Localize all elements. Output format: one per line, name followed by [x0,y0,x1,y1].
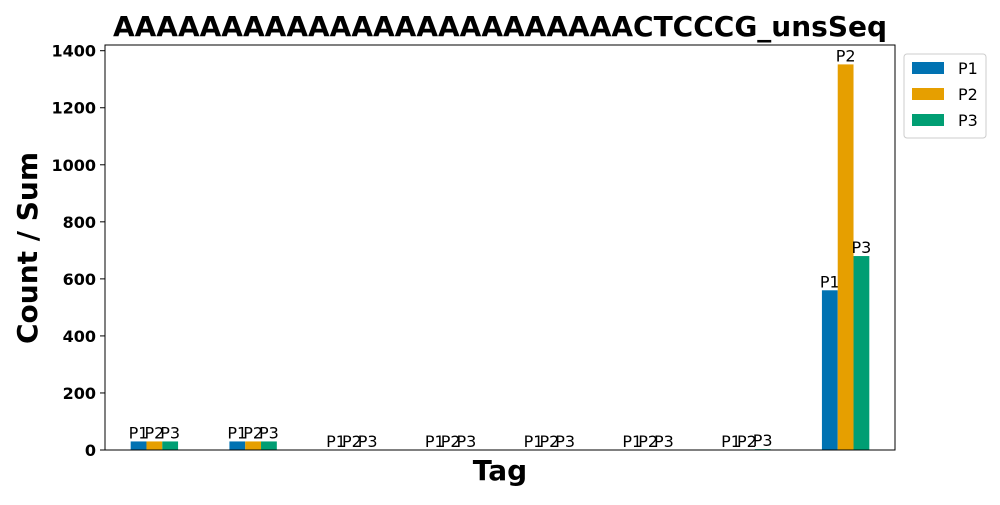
y-tick-label: 1200 [51,99,96,118]
bar-label-p1-2: P1 [227,423,247,442]
y-tick-label: 400 [63,327,96,346]
bar-label-p1-6: P1 [622,432,642,451]
y-tick-label: 0 [85,441,96,460]
y-tick-label: 1000 [51,156,96,175]
y-tick-label: 800 [63,213,96,232]
bar-label-p1-3: P1 [326,432,346,451]
bar-p2-1 [146,441,163,450]
bar-label-p3-8: P3 [852,238,872,257]
bar-label-p3-1: P3 [160,423,180,442]
legend-swatch-p3 [912,114,944,126]
legend-swatch-p1 [912,62,944,74]
bar-label-p2-1: P2 [144,423,164,442]
bar-p2-8 [837,64,854,451]
bar-label-p1-5: P1 [524,432,544,451]
legend-label-p3: P3 [958,111,978,130]
x-axis-label: Tag [473,454,527,487]
bar-label-p3-5: P3 [555,432,575,451]
bar-label-p1-1: P1 [129,423,149,442]
y-tick-label: 200 [63,384,96,403]
bar-label-p3-7: P3 [753,431,773,450]
y-tick-label: 600 [63,270,96,289]
plot-frame [104,44,896,451]
y-axis-label: Count / Sum [11,152,44,344]
bar-p3-8 [853,256,870,450]
bar-label-p2-3: P2 [342,432,362,451]
bar-label-p1-8: P1 [820,272,840,291]
bar-label-p2-4: P2 [441,432,461,451]
bar-label-p2-6: P2 [638,432,658,451]
bar-p3-1 [162,441,179,450]
bar-label-p3-2: P3 [259,423,279,442]
bar-p1-1 [130,441,147,450]
bar-label-p1-7: P1 [721,432,741,451]
chart-title: AAAAAAAAAAAAAAAAAAAAAAAACTCCCG_unsSeq [113,10,887,43]
bar-label-p3-3: P3 [358,432,378,451]
bar-label-p2-5: P2 [539,432,559,451]
bar-p3-2 [261,441,277,450]
bar-label-p3-4: P3 [457,432,477,451]
bar-p2-2 [245,441,262,450]
bar-p1-2 [229,441,246,450]
bar-label-p2-8: P2 [836,46,856,65]
y-tick-label: 1400 [51,42,96,61]
bar-label-p3-6: P3 [654,432,674,451]
bar-p1-8 [821,290,838,450]
legend-label-p1: P1 [958,59,978,78]
bar-label-p2-2: P2 [243,423,263,442]
legend-swatch-p2 [912,88,944,100]
legend: P1 P2 P3 [903,53,987,139]
bar-label-p1-4: P1 [425,432,445,451]
legend-label-p2: P2 [958,85,978,104]
bar-label-p2-7: P2 [737,432,757,451]
